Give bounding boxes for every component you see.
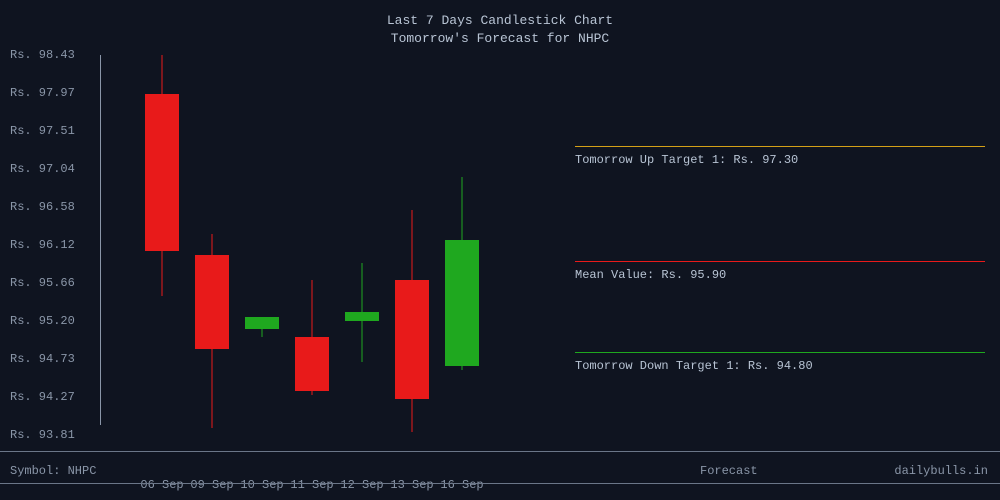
forecast-label: Tomorrow Down Target 1: Rs. 94.80: [575, 359, 985, 373]
forecast-target: Mean Value: Rs. 95.90: [575, 261, 985, 282]
y-tick-label: Rs. 97.97: [10, 86, 75, 100]
y-tick-label: Rs. 96.12: [10, 238, 75, 252]
y-tick-label: Rs. 98.43: [10, 48, 75, 62]
forecast-label: Mean Value: Rs. 95.90: [575, 268, 985, 282]
forecast-target: Tomorrow Down Target 1: Rs. 94.80: [575, 352, 985, 373]
x-tick-label: 06 Sep: [140, 478, 183, 492]
chart-title-line2: Tomorrow's Forecast for NHPC: [0, 30, 1000, 48]
y-tick-label: Rs. 93.81: [10, 428, 75, 442]
x-tick-label: 12 Sep: [340, 478, 383, 492]
x-tick-label: 10 Sep: [240, 478, 283, 492]
x-axis-line: [0, 451, 1000, 452]
bottom-divider: [0, 483, 1000, 484]
x-tick-label: 13 Sep: [390, 478, 433, 492]
y-tick-label: Rs. 94.73: [10, 352, 75, 366]
y-tick-label: Rs. 95.66: [10, 276, 75, 290]
chart-area: Rs. 98.43Rs. 97.97Rs. 97.51Rs. 97.04Rs. …: [0, 55, 1000, 445]
forecast-line: [575, 352, 985, 353]
candle-body: [445, 240, 479, 366]
forecast-line: [575, 261, 985, 262]
candle-body: [295, 337, 329, 390]
forecast-x-label: Forecast: [700, 464, 758, 478]
y-tick-label: Rs. 97.51: [10, 124, 75, 138]
chart-title-line1: Last 7 Days Candlestick Chart: [0, 12, 1000, 30]
symbol-label: Symbol: NHPC: [10, 464, 96, 478]
forecast-target: Tomorrow Up Target 1: Rs. 97.30: [575, 146, 985, 167]
x-tick-label: 11 Sep: [290, 478, 333, 492]
candle-body: [145, 94, 179, 250]
chart-title-block: Last 7 Days Candlestick Chart Tomorrow's…: [0, 0, 1000, 48]
y-tick-label: Rs. 95.20: [10, 314, 75, 328]
y-tick-label: Rs. 97.04: [10, 162, 75, 176]
candle-body: [195, 255, 229, 350]
y-tick-label: Rs. 96.58: [10, 200, 75, 214]
watermark: dailybulls.in: [894, 464, 988, 478]
x-tick-label: 09 Sep: [190, 478, 233, 492]
forecast-label: Tomorrow Up Target 1: Rs. 97.30: [575, 153, 985, 167]
candle-body: [395, 280, 429, 399]
forecast-line: [575, 146, 985, 147]
candle-body: [345, 312, 379, 320]
y-axis-line: [100, 55, 101, 425]
y-tick-label: Rs. 94.27: [10, 390, 75, 404]
x-tick-label: 16 Sep: [440, 478, 483, 492]
candle-body: [245, 317, 279, 329]
